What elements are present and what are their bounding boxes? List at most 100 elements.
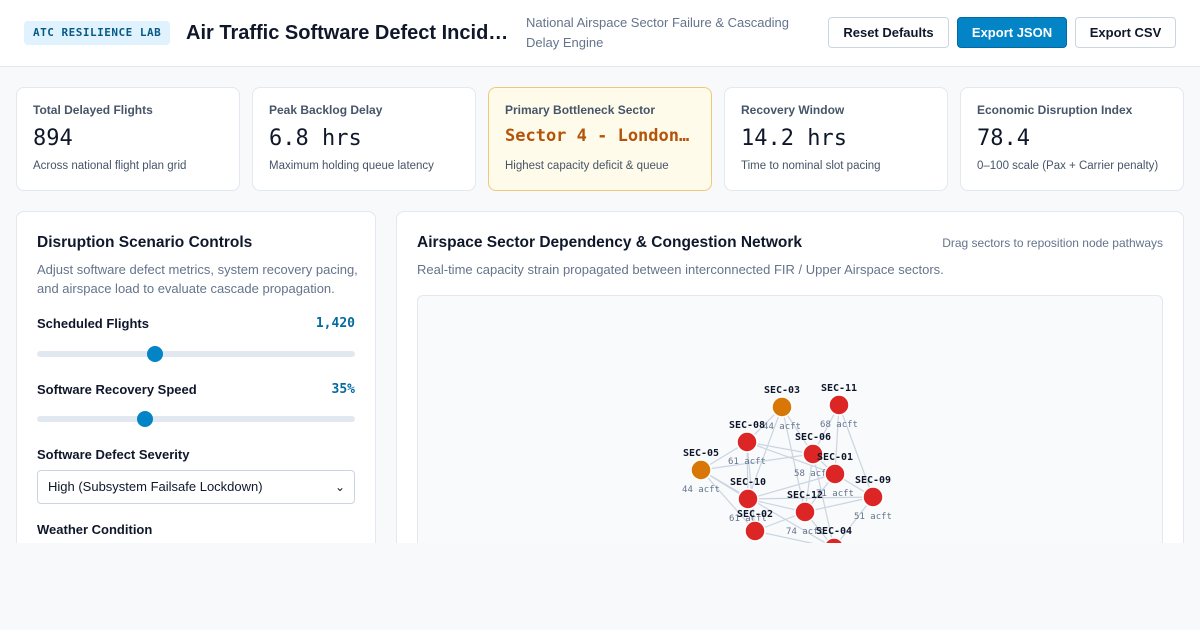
export-csv-button[interactable]: Export CSV (1075, 17, 1176, 48)
sector-node-load: 51 acft (854, 512, 892, 522)
kpi-card-recovery-window: Recovery Window 14.2 hrs Time to nominal… (724, 87, 948, 191)
network-edge (834, 404, 840, 475)
sector-node-load: 68 acft (820, 420, 858, 430)
controls-description: Adjust software defect metrics, system r… (37, 262, 358, 296)
network-edge (838, 404, 874, 498)
chevron-down-icon: ⌄ (334, 480, 345, 494)
lab-badge: ATC RESILIENCE LAB (24, 21, 171, 45)
sector-node-sec-02[interactable]: SEC-02 (737, 509, 773, 542)
sector-node-circle[interactable] (737, 488, 759, 510)
network-edge (700, 453, 814, 471)
viewport-fold (0, 543, 1200, 630)
kpi-value: 14.2 hrs (741, 126, 847, 151)
sector-node-circle[interactable] (744, 520, 766, 542)
page-title: Air Traffic Software Defect Incident… (186, 22, 512, 44)
sector-node-load: 58 acft (794, 469, 832, 479)
kpi-label: Recovery Window (741, 103, 845, 117)
sector-node-sec-09[interactable]: SEC-09 51 acft (854, 475, 892, 522)
kpi-label: Economic Disruption Index (977, 103, 1133, 117)
sector-node-sec-06[interactable]: SEC-06 58 acft (794, 432, 832, 479)
page-subtitle: National Airspace Sector Failure & Casca… (526, 15, 790, 50)
kpi-note: Across national flight plan grid (33, 160, 187, 172)
sector-node-sec-08[interactable]: SEC-08 61 acft (728, 420, 766, 467)
sector-node-load: 44 acft (682, 485, 720, 495)
sector-node-label: SEC-03 (764, 385, 800, 396)
controls-title: Disruption Scenario Controls (37, 234, 253, 251)
sector-node-circle[interactable] (690, 459, 712, 481)
scheduled-flights-value: 1,420 (315, 316, 355, 331)
network-title: Airspace Sector Dependency & Congestion … (417, 234, 803, 251)
sector-node-sec-05[interactable]: SEC-05 44 acft (682, 448, 720, 495)
kpi-note: Time to nominal slot pacing (741, 160, 881, 172)
network-edge (812, 453, 835, 549)
kpi-label: Total Delayed Flights (33, 103, 153, 117)
weather-condition-label: Weather Condition (37, 522, 153, 537)
network-description: Real-time capacity strain propagated bet… (417, 262, 944, 277)
scheduled-flights-slider[interactable] (37, 346, 355, 362)
kpi-value: 6.8 hrs (269, 126, 362, 151)
recovery-speed-label: Software Recovery Speed (37, 382, 197, 397)
sector-node-load: 71 acft (816, 489, 854, 499)
recovery-speed-value: 35% (331, 382, 355, 397)
kpi-card-total-delayed: Total Delayed Flights 894 Across nationa… (16, 87, 240, 191)
scheduled-flights-label: Scheduled Flights (37, 316, 149, 331)
network-edge (746, 441, 814, 455)
sector-node-label: SEC-09 (855, 475, 891, 486)
kpi-card-peak-backlog: Peak Backlog Delay 6.8 hrs Maximum holdi… (252, 87, 476, 191)
sector-node-sec-03[interactable]: SEC-03 44 acft (763, 385, 801, 432)
sector-node-circle[interactable] (736, 431, 758, 453)
sector-node-load: 61 acft (729, 514, 767, 524)
network-edge (804, 496, 874, 513)
kpi-note: Highest capacity deficit & queue (505, 160, 669, 172)
network-edge (747, 473, 836, 500)
scenario-controls-panel: Disruption Scenario Controls Adjust soft… (16, 211, 376, 551)
kpi-value: 894 (33, 126, 73, 151)
network-edge (700, 469, 835, 549)
reset-defaults-button[interactable]: Reset Defaults (828, 17, 949, 48)
sector-network-panel: Airspace Sector Dependency & Congestion … (396, 211, 1184, 551)
sector-node-label: SEC-01 (817, 452, 853, 463)
sector-node-circle[interactable] (802, 443, 824, 465)
sector-node-label: SEC-02 (737, 509, 773, 520)
sector-node-sec-11[interactable]: SEC-11 68 acft (820, 383, 858, 430)
sector-node-label: SEC-10 (730, 477, 766, 488)
network-edge (700, 469, 756, 532)
export-json-button[interactable]: Export JSON (957, 17, 1067, 48)
kpi-note: Maximum holding queue latency (269, 160, 434, 172)
kpi-label: Primary Bottleneck Sector (505, 103, 656, 117)
network-edge (747, 406, 783, 500)
network-hint: Drag sectors to reposition node pathways (942, 236, 1163, 250)
sector-node-circle[interactable] (794, 501, 816, 523)
network-edge (746, 441, 756, 532)
sector-node-label: SEC-11 (821, 383, 857, 394)
sector-node-label: SEC-08 (729, 420, 765, 431)
kpi-label: Peak Backlog Delay (269, 103, 383, 117)
sector-node-circle[interactable] (828, 394, 850, 416)
network-canvas[interactable]: SEC-03 44 acft SEC-11 68 acft SEC-08 61 acft S… (417, 295, 1163, 551)
kpi-card-bottleneck-sector: Primary Bottleneck Sector Sector 4 - Lon… (488, 87, 712, 191)
network-edge (746, 441, 836, 475)
sector-node-label: SEC-04 (816, 526, 852, 537)
recovery-speed-slider-thumb[interactable] (137, 411, 154, 427)
sector-node-circle[interactable] (771, 396, 793, 418)
sector-node-load: 74 acft (786, 527, 824, 537)
sector-node-sec-10[interactable]: SEC-10 61 acft (729, 477, 767, 524)
app-header: ATC RESILIENCE LAB Air Traffic Software … (0, 0, 1200, 67)
defect-severity-label: Software Defect Severity (37, 447, 190, 462)
sector-node-circle[interactable] (862, 486, 884, 508)
kpi-card-economic-index: Economic Disruption Index 78.4 0–100 sca… (960, 87, 1184, 191)
sector-node-load: 61 acft (728, 457, 766, 467)
sector-node-circle[interactable] (824, 463, 846, 485)
sector-node-load: 44 acft (763, 422, 801, 432)
defect-severity-selected: High (Subsystem Failsafe Lockdown) (48, 479, 263, 494)
scheduled-flights-slider-thumb[interactable] (146, 346, 163, 362)
sector-node-label: SEC-06 (795, 432, 831, 443)
kpi-note: 0–100 scale (Pax + Carrier penalty) (977, 160, 1159, 172)
defect-severity-select[interactable]: High (Subsystem Failsafe Lockdown) ⌄ (37, 470, 355, 504)
sector-node-sec-12[interactable]: SEC-12 74 acft (786, 490, 824, 537)
recovery-speed-slider[interactable] (37, 411, 355, 427)
sector-node-sec-01[interactable]: SEC-01 71 acft (816, 452, 854, 499)
sector-node-label: SEC-05 (683, 448, 719, 459)
kpi-value: Sector 4 - London… (505, 126, 690, 146)
